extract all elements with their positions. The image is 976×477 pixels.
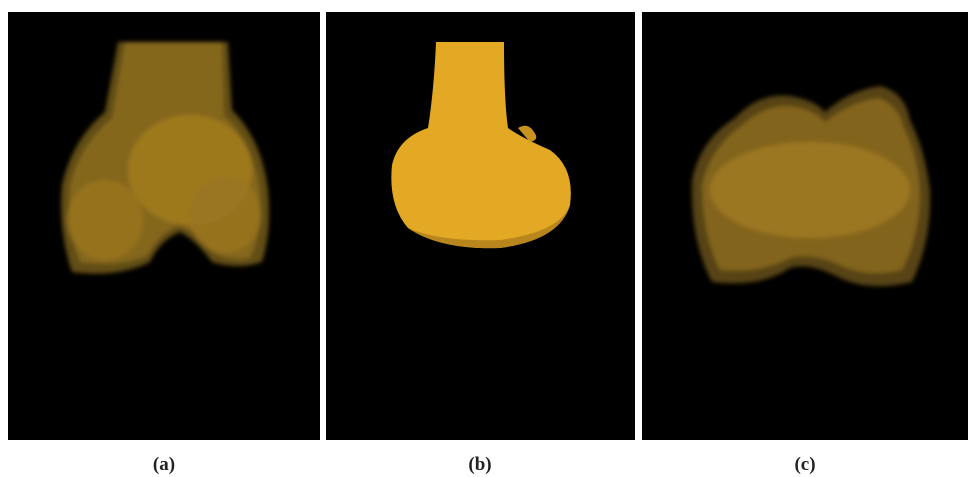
panel-label: (c) [794,454,815,475]
panel-a: (a) [8,12,320,475]
panel-label: (b) [468,454,491,475]
panel-b: (b) [326,12,635,475]
panel-c: (c) [642,12,968,475]
panel-label: (a) [153,454,175,475]
figure: (a) (b) (c) [0,0,976,477]
